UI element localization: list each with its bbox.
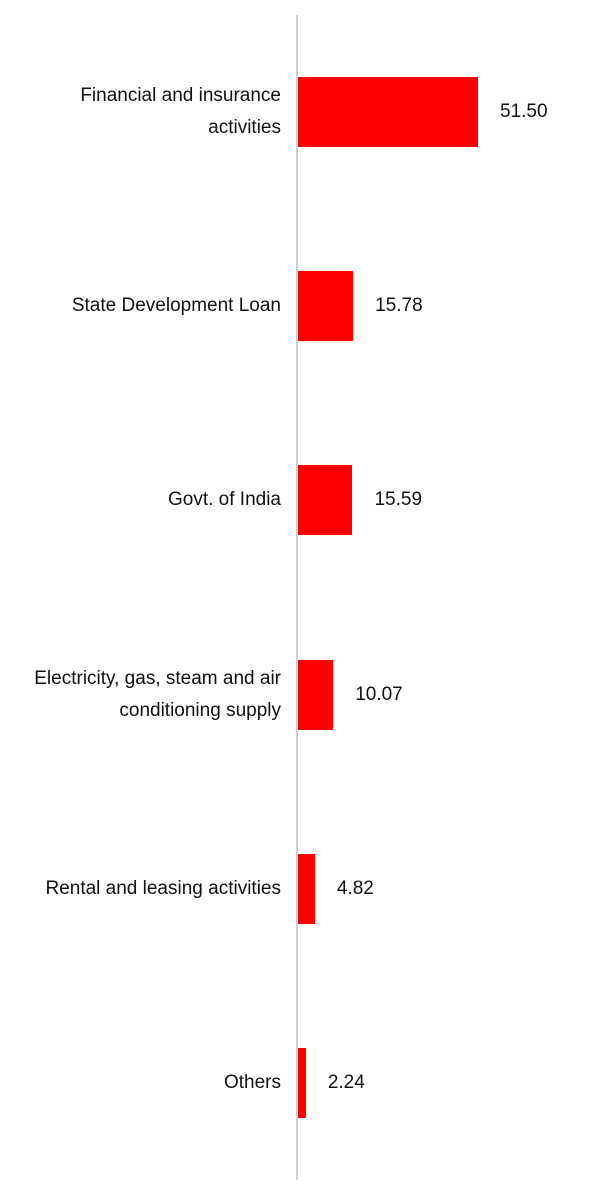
bar (298, 659, 334, 730)
value-label: 10.07 (355, 683, 403, 705)
bar (298, 1047, 306, 1118)
category-label: Rental and leasing activities (45, 877, 281, 899)
value-label: 15.59 (374, 489, 423, 511)
category-label: Financial and insurance activities (80, 85, 281, 139)
value-label: 15.78 (375, 295, 423, 317)
bar (298, 271, 354, 342)
bar (298, 853, 315, 924)
category-label: State Development Loan (71, 295, 281, 317)
value-label: 4.82 (336, 877, 374, 899)
category-label: Govt. of India (167, 489, 281, 511)
bar (298, 77, 478, 148)
axis-line (296, 15, 298, 1180)
bar (298, 465, 353, 536)
category-label: Electricity, gas, steam and air conditio… (34, 667, 281, 721)
value-label: 51.50 (500, 101, 548, 123)
category-label: Others (223, 1071, 281, 1093)
value-label: 2.24 (327, 1071, 365, 1093)
